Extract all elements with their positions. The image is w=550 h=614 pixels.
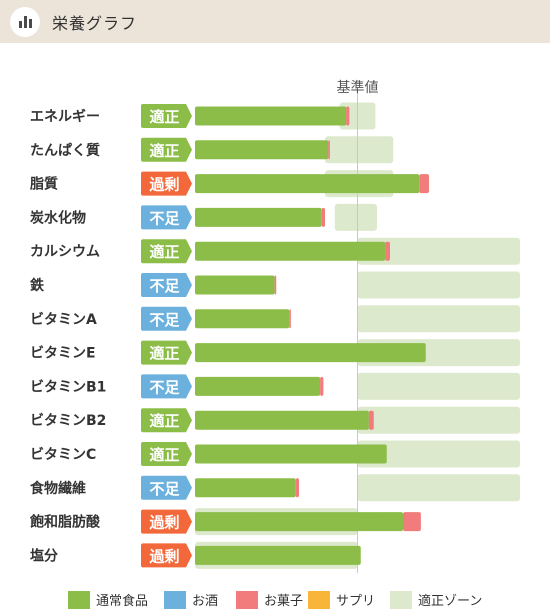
status-badge: [141, 475, 192, 500]
status-badge-label: 適正: [149, 345, 179, 363]
status-badge-label: 過剰: [148, 176, 179, 194]
zone-band: [357, 271, 520, 299]
status-badge-label: 不足: [149, 277, 180, 295]
legend-swatch: [68, 590, 90, 609]
status-badge: [141, 442, 192, 466]
category-label: 食物繊維: [30, 480, 86, 497]
bar-sweets: [385, 241, 390, 261]
legend-item-sweets: お菓子: [236, 590, 303, 609]
category-label: ビタミンB1: [30, 379, 106, 395]
bar-sweets: [289, 309, 291, 329]
zone-band: [357, 440, 520, 468]
status-badge-label: 適正: [149, 142, 179, 160]
bar-food: [195, 174, 420, 194]
bar-food: [195, 275, 275, 295]
bar-sweets: [346, 106, 350, 126]
zone-band: [357, 372, 520, 400]
zone-band: [325, 136, 394, 164]
bar-sweets: [320, 376, 324, 396]
category-label: ビタミンB2: [30, 413, 106, 429]
status-badge: [141, 239, 192, 264]
status-badge: [141, 340, 192, 365]
legend-label: 通常食品: [96, 594, 149, 609]
zone-band: [357, 474, 520, 502]
bar-sweets: [419, 174, 429, 194]
legend-label: 適正ゾーン: [418, 594, 483, 609]
bar-food: [195, 207, 322, 227]
bar-sweets: [328, 140, 330, 160]
category-label: ビタミンA: [30, 312, 97, 328]
status-badge: [141, 543, 192, 568]
page-title: 栄養グラフ: [52, 13, 138, 33]
status-badge: [141, 137, 192, 162]
category-label: 脂質: [29, 176, 58, 193]
status-badge: [141, 104, 192, 128]
bar-food: [195, 410, 369, 430]
bar-sweets: [403, 512, 421, 532]
status-badge: [141, 171, 192, 196]
bar-sweets: [321, 207, 325, 227]
bar-food: [195, 512, 403, 532]
bar-sweets: [368, 410, 374, 430]
zone-band: [357, 305, 520, 333]
category-label: たんぱく質: [30, 142, 100, 159]
status-badge-label: 適正: [149, 243, 179, 261]
status-badge-label: 過剰: [148, 514, 179, 532]
legend-item-supplement: サプリ: [308, 590, 375, 609]
zone-band: [357, 406, 520, 434]
status-badge-label: 適正: [149, 446, 179, 464]
status-badge: [141, 273, 192, 297]
bar-food: [195, 106, 347, 126]
status-badge-label: 不足: [149, 209, 180, 227]
bar-sweets: [295, 478, 299, 498]
status-badge: [141, 509, 192, 534]
bar-food: [195, 444, 387, 464]
app-header: 栄養グラフ: [0, 0, 550, 43]
bar-food: [195, 478, 296, 498]
bar-food: [195, 376, 321, 396]
legend-swatch: [164, 590, 186, 609]
status-badge: [141, 306, 192, 331]
bar-food: [195, 545, 361, 565]
status-badge-label: 過剰: [148, 547, 179, 565]
status-badge-label: 適正: [149, 412, 179, 430]
status-badge-label: 不足: [149, 378, 180, 396]
category-label: 塩分: [30, 547, 58, 564]
category-label: 飽和脂肪酸: [29, 514, 101, 531]
legend-item-food: 通常食品: [68, 590, 148, 609]
legend-label: サプリ: [336, 594, 376, 609]
status-badge: [141, 408, 192, 433]
legend-item-alcohol: お酒: [164, 590, 218, 609]
bar-food: [195, 241, 386, 261]
category-label: ビタミンC: [30, 447, 96, 463]
chart-legend: 通常食品 お酒 お菓子 サプリ 適正ゾーン: [0, 585, 550, 614]
status-badge-label: 不足: [149, 480, 180, 498]
legend-swatch: [308, 590, 330, 609]
bar-food: [195, 343, 426, 363]
category-label: エネルギー: [30, 108, 100, 125]
status-badge-label: 適正: [149, 108, 179, 126]
legend-swatch: [390, 590, 412, 609]
category-label: 鉄: [30, 277, 45, 294]
category-label: 炭水化物: [30, 209, 86, 226]
status-badge: [141, 374, 192, 399]
status-badge: [141, 205, 192, 230]
legend-item-zone: 適正ゾーン: [390, 590, 482, 609]
reference-label: 基準値: [337, 79, 379, 96]
bar-sweets: [274, 275, 277, 295]
category-label: ビタミンE: [30, 346, 96, 362]
bar-food: [195, 309, 290, 329]
status-badge-label: 不足: [149, 311, 180, 329]
zone-band: [334, 203, 377, 231]
zone-band: [357, 237, 520, 265]
category-label: カルシウム: [30, 244, 100, 260]
legend-swatch: [236, 590, 258, 609]
legend-label: お菓子: [264, 594, 304, 609]
bar-food: [195, 140, 329, 160]
legend-label: お酒: [192, 594, 219, 609]
bar-chart-icon: [10, 6, 40, 37]
